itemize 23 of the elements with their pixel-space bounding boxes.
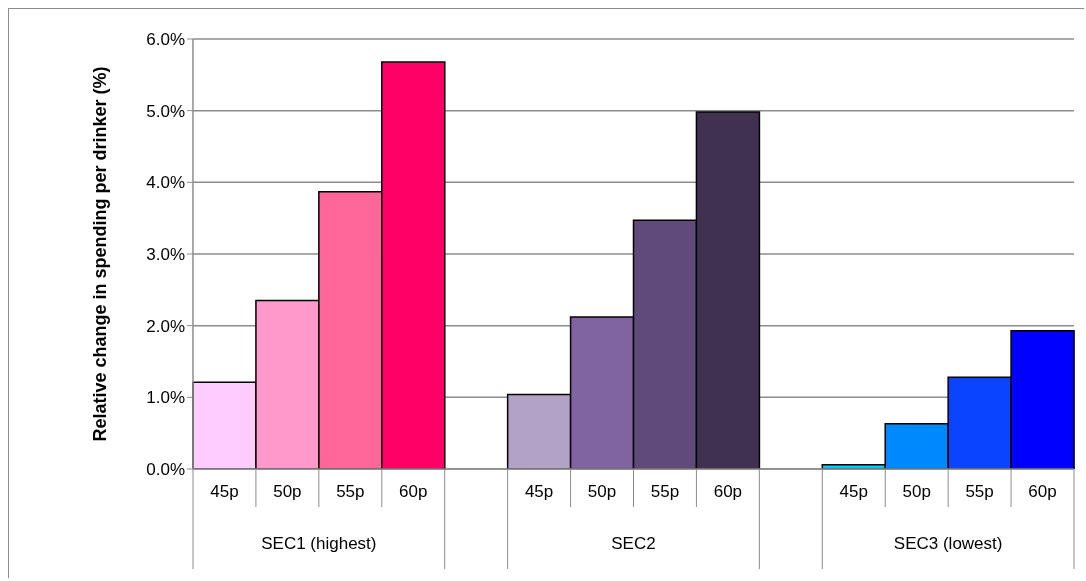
- y-tick-label: 0.0%: [146, 460, 185, 480]
- y-tick-label: 1.0%: [146, 388, 185, 408]
- text: SEC1 (highest): [261, 534, 377, 553]
- x-tick-label: 55p: [650, 482, 680, 501]
- y-tick-label: 6.0%: [146, 30, 185, 50]
- y-tick-label: 2.0%: [146, 316, 185, 336]
- text: SEC3 (lowest): [893, 534, 1003, 553]
- y-tick-label: 5.0%: [146, 101, 185, 121]
- x-tick-label: 60p: [713, 482, 743, 501]
- x-tick-label: 45p: [839, 482, 868, 501]
- x-tick-label: 45p: [524, 482, 554, 501]
- x-tick-label: 60p: [399, 482, 428, 501]
- y-tick-label: 3.0%: [146, 245, 185, 265]
- x-tick-label: 50p: [587, 482, 617, 501]
- x-tick-label: 55p: [336, 482, 365, 501]
- y-axis-title: Relative change in spending per drinker (%): [89, 65, 111, 444]
- x-tick-label: 50p: [273, 482, 302, 501]
- text: SEC2: [611, 534, 656, 553]
- x-tick-label: 50p: [902, 482, 931, 501]
- y-tick-label: 4.0%: [146, 173, 185, 193]
- x-tick-label: 45p: [210, 482, 239, 501]
- x-tick-label: 60p: [1028, 482, 1057, 501]
- x-tick-label: 55p: [965, 482, 994, 501]
